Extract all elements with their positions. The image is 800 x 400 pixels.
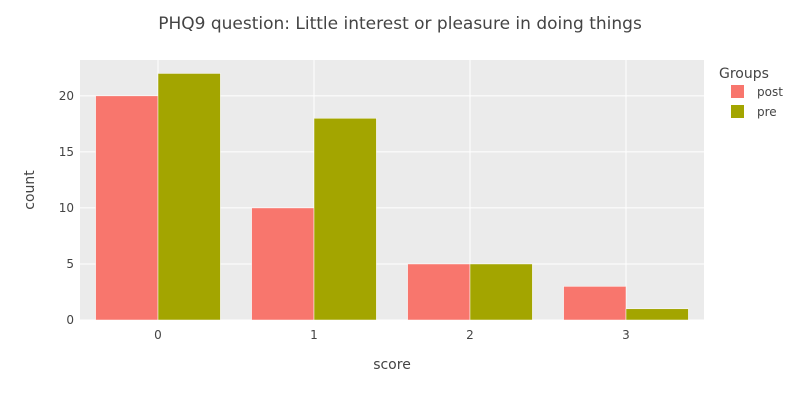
x-tick-label: 3 bbox=[622, 328, 630, 342]
bar-pre-1[interactable] bbox=[313, 118, 377, 321]
x-tick-label: 1 bbox=[310, 328, 318, 342]
legend-item-post[interactable]: post bbox=[731, 85, 783, 99]
y-tick-label: 20 bbox=[59, 89, 74, 103]
bar-post-2[interactable] bbox=[407, 263, 471, 321]
legend-title: Groups bbox=[719, 66, 769, 82]
y-tick-label: 0 bbox=[66, 313, 74, 327]
x-axis-ticks: 0 1 2 3 bbox=[154, 328, 630, 342]
legend-label-pre: pre bbox=[757, 105, 777, 119]
x-axis-title: score bbox=[373, 357, 411, 373]
y-tick-label: 15 bbox=[59, 145, 74, 159]
y-tick-label: 10 bbox=[59, 201, 74, 215]
y-tick-label: 5 bbox=[66, 257, 74, 271]
bar-post-1[interactable] bbox=[251, 207, 315, 321]
bar-pre-2[interactable] bbox=[469, 263, 533, 321]
bar-pre-3[interactable] bbox=[625, 308, 689, 321]
legend-swatch-post bbox=[731, 85, 744, 98]
x-tick-label: 2 bbox=[466, 328, 474, 342]
y-axis-title: count bbox=[22, 170, 38, 210]
legend-swatch-pre bbox=[731, 105, 744, 118]
legend-items: post pre bbox=[731, 85, 783, 119]
legend-item-pre[interactable]: pre bbox=[731, 105, 777, 119]
bars bbox=[95, 73, 689, 321]
bar-pre-0[interactable] bbox=[157, 73, 221, 321]
x-tick-label: 0 bbox=[154, 328, 162, 342]
legend[interactable]: Groups post pre bbox=[719, 66, 783, 119]
y-axis-ticks: 0 5 10 15 20 bbox=[59, 89, 74, 327]
legend-label-post: post bbox=[757, 85, 783, 99]
chart-title: PHQ9 question: Little interest or pleasu… bbox=[158, 14, 642, 34]
bar-post-0[interactable] bbox=[95, 95, 159, 321]
bar-post-3[interactable] bbox=[563, 286, 627, 321]
